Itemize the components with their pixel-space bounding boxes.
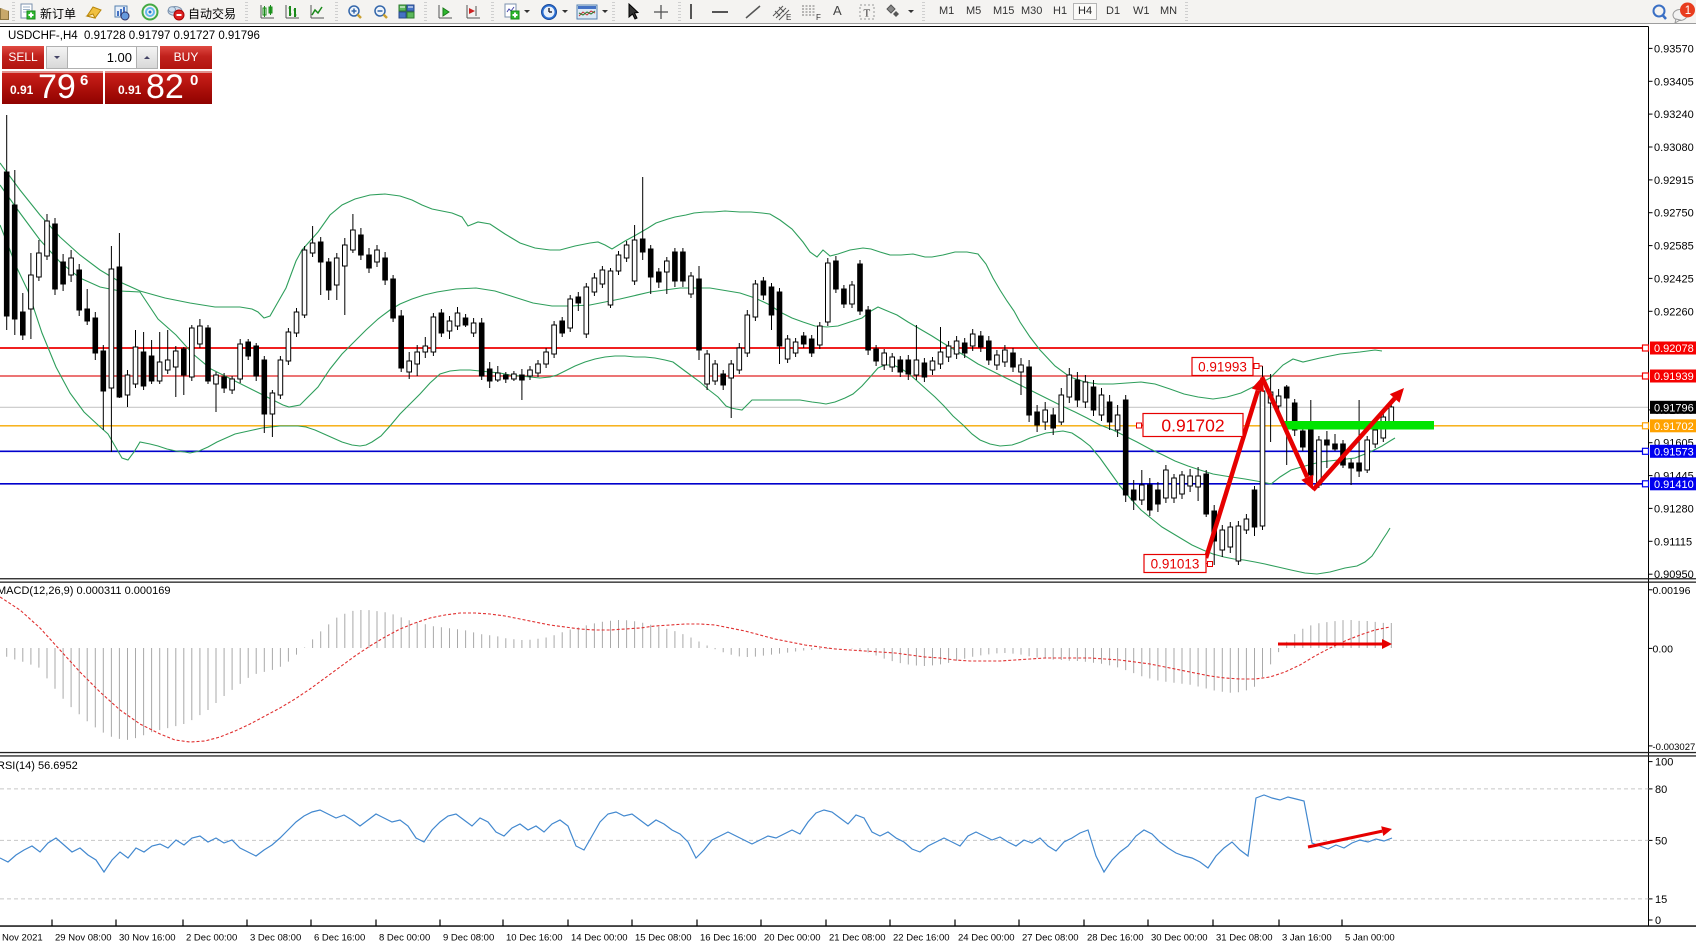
svg-text:0.93080: 0.93080: [1654, 142, 1694, 154]
svg-text:80: 80: [1655, 784, 1667, 796]
svg-text:27 Dec 08:00: 27 Dec 08:00: [1022, 933, 1079, 943]
svg-text:T: T: [864, 8, 871, 20]
svg-text:0.92078: 0.92078: [1654, 343, 1694, 355]
svg-text:6 Dec 16:00: 6 Dec 16:00: [314, 933, 365, 943]
svg-text:0.91993: 0.91993: [1198, 359, 1247, 374]
svg-text:8 Dec 00:00: 8 Dec 00:00: [379, 933, 430, 943]
svg-text:0.91280: 0.91280: [1654, 503, 1694, 515]
svg-text:20 Dec 00:00: 20 Dec 00:00: [764, 933, 821, 943]
svg-text:E: E: [786, 13, 791, 21]
svg-text:0.00: 0.00: [1653, 643, 1674, 655]
svg-text:28 Dec 16:00: 28 Dec 16:00: [1087, 933, 1144, 943]
svg-text:3 Dec 08:00: 3 Dec 08:00: [250, 933, 301, 943]
svg-text:50: 50: [1655, 835, 1667, 847]
svg-text:21 Dec 08:00: 21 Dec 08:00: [829, 933, 886, 943]
svg-text:1: 1: [1685, 5, 1691, 17]
svg-text:5 Jan 00:00: 5 Jan 00:00: [1345, 933, 1395, 943]
svg-text:-0.003027: -0.003027: [1653, 742, 1696, 753]
svg-text:0.93240: 0.93240: [1654, 109, 1694, 121]
svg-text:30 Dec 00:00: 30 Dec 00:00: [1151, 933, 1208, 943]
svg-text:MACD(12,26,9) 0.000311 0.00016: MACD(12,26,9) 0.000311 0.000169: [0, 585, 170, 597]
svg-text:30 Nov 16:00: 30 Nov 16:00: [119, 933, 176, 943]
svg-text:USDCHF-,H4 0.91728 0.91797 0.: USDCHF-,H4 0.91728 0.91797 0.91727 0.917…: [8, 30, 260, 42]
svg-text:14 Dec 00:00: 14 Dec 00:00: [571, 933, 628, 943]
svg-text:0.91013: 0.91013: [1151, 556, 1200, 571]
svg-text:22 Dec 16:00: 22 Dec 16:00: [893, 933, 950, 943]
svg-text:31 Dec 08:00: 31 Dec 08:00: [1216, 933, 1273, 943]
svg-text:F: F: [816, 13, 821, 21]
svg-text:16 Dec 16:00: 16 Dec 16:00: [700, 933, 757, 943]
svg-text:0.92915: 0.92915: [1654, 175, 1694, 187]
svg-text:15: 15: [1655, 894, 1667, 906]
svg-text:0.91410: 0.91410: [1654, 479, 1694, 491]
svg-text:29 Nov 08:00: 29 Nov 08:00: [55, 933, 112, 943]
svg-text:10 Dec 16:00: 10 Dec 16:00: [506, 933, 563, 943]
svg-text:0.00196: 0.00196: [1653, 585, 1691, 597]
svg-text:0.91702: 0.91702: [1161, 415, 1224, 435]
svg-text:0.93405: 0.93405: [1654, 76, 1694, 88]
svg-text:Nov 2021: Nov 2021: [2, 933, 43, 943]
svg-text:24 Dec 00:00: 24 Dec 00:00: [958, 933, 1015, 943]
svg-text:0: 0: [1655, 915, 1661, 927]
svg-text:2 Dec 00:00: 2 Dec 00:00: [186, 933, 237, 943]
svg-text:0.91702: 0.91702: [1654, 421, 1694, 433]
svg-text:0.91573: 0.91573: [1654, 446, 1694, 458]
svg-text:100: 100: [1655, 757, 1673, 769]
svg-text:RSI(14) 56.6952: RSI(14) 56.6952: [0, 760, 78, 772]
svg-text:0.91939: 0.91939: [1654, 371, 1694, 383]
svg-text:0.90950: 0.90950: [1654, 569, 1694, 581]
svg-text:0.92750: 0.92750: [1654, 208, 1694, 220]
svg-text:0.92585: 0.92585: [1654, 241, 1694, 253]
svg-text:15 Dec 08:00: 15 Dec 08:00: [635, 933, 692, 943]
svg-text:0.93570: 0.93570: [1654, 43, 1694, 55]
svg-text:0.91796: 0.91796: [1654, 402, 1694, 414]
svg-text:3 Jan 16:00: 3 Jan 16:00: [1282, 933, 1332, 943]
svg-text:0.92425: 0.92425: [1654, 273, 1694, 285]
svg-text:9 Dec 08:00: 9 Dec 08:00: [443, 933, 494, 943]
svg-text:0.92260: 0.92260: [1654, 306, 1694, 318]
svg-text:0.91115: 0.91115: [1654, 536, 1692, 548]
